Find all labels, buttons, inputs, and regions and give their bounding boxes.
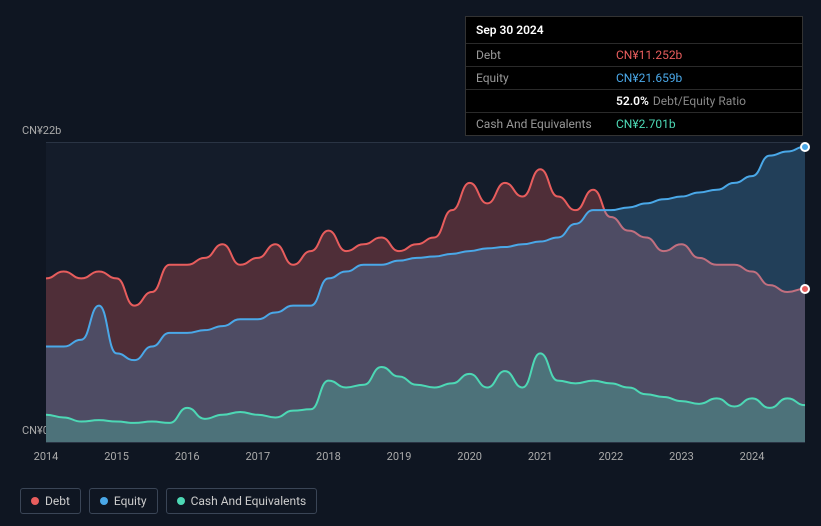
legend-dot-icon xyxy=(177,497,185,505)
legend-label: Equity xyxy=(114,494,147,508)
x-tick: 2016 xyxy=(175,450,200,463)
tooltip-row: 52.0%Debt/Equity Ratio xyxy=(466,89,802,112)
legend-label: Cash And Equivalents xyxy=(191,494,307,508)
plot[interactable] xyxy=(46,142,805,442)
gridline-bottom xyxy=(46,442,805,443)
tooltip-row-label: Cash And Equivalents xyxy=(476,117,616,131)
legend-item[interactable]: Equity xyxy=(89,488,158,514)
tooltip-row-value: CN¥21.659b xyxy=(616,71,792,85)
x-tick: 2018 xyxy=(316,450,341,463)
legend: Debt Equity Cash And Equivalents xyxy=(20,488,317,514)
tooltip-row-value: 52.0%Debt/Equity Ratio xyxy=(616,94,792,108)
legend-dot-icon xyxy=(31,497,39,505)
tooltip-row-value: CN¥11.252b xyxy=(616,48,792,62)
legend-dot-icon xyxy=(100,497,108,505)
tooltip-row-value: CN¥2.701b xyxy=(616,117,792,131)
tooltip-rows: DebtCN¥11.252bEquityCN¥21.659b52.0%Debt/… xyxy=(466,43,802,135)
x-tick: 2015 xyxy=(104,450,129,463)
x-tick: 2020 xyxy=(457,450,482,463)
x-tick: 2023 xyxy=(669,450,694,463)
data-tooltip: Sep 30 2024 DebtCN¥11.252bEquityCN¥21.65… xyxy=(465,16,803,136)
tooltip-date: Sep 30 2024 xyxy=(466,17,802,43)
tooltip-row-label: Debt xyxy=(476,48,616,62)
x-tick: 2024 xyxy=(740,450,765,463)
chart-svg xyxy=(46,142,805,442)
x-tick: 2014 xyxy=(34,450,59,463)
tooltip-row-label: Equity xyxy=(476,71,616,85)
y-label-min: CN¥0 xyxy=(22,424,49,437)
end-dot-debt xyxy=(800,284,810,294)
chart-area: CN¥22b CN¥0 2014 2015 2016 2017 2018 2019 2020… xyxy=(0,120,821,500)
legend-label: Debt xyxy=(45,494,70,508)
tooltip-row: DebtCN¥11.252b xyxy=(466,43,802,66)
y-label-max: CN¥22b xyxy=(22,124,61,137)
end-dot-equity xyxy=(800,142,810,152)
tooltip-row-label xyxy=(476,94,616,108)
x-tick: 2019 xyxy=(387,450,412,463)
legend-item[interactable]: Debt xyxy=(20,488,81,514)
x-tick: 2017 xyxy=(245,450,270,463)
tooltip-row: Cash And EquivalentsCN¥2.701b xyxy=(466,112,802,135)
x-tick: 2021 xyxy=(528,450,553,463)
tooltip-row: EquityCN¥21.659b xyxy=(466,66,802,89)
x-tick: 2022 xyxy=(598,450,623,463)
legend-item[interactable]: Cash And Equivalents xyxy=(166,488,318,514)
